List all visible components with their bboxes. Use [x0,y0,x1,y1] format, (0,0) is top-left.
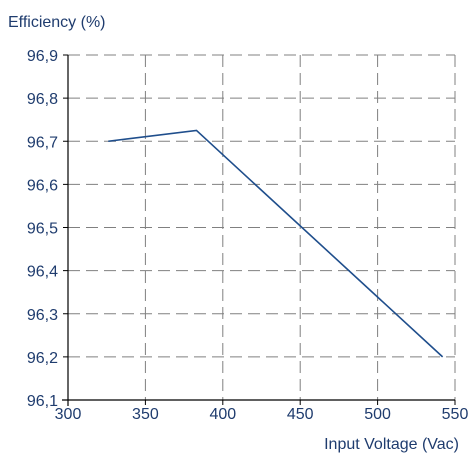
grid [68,54,456,400]
x-tick-label-400: 400 [209,406,236,423]
x-tick-label-550: 550 [442,406,469,423]
x-tick-label-500: 500 [364,406,391,423]
y-axis-title: Efficiency (%) [8,14,106,31]
x-tick-label-450: 450 [287,406,314,423]
y-tick-label-96,6: 96,6 [27,177,58,194]
y-tick-label-96,4: 96,4 [27,264,58,281]
y-tick-label-96,5: 96,5 [27,221,58,238]
y-tick-label-96,8: 96,8 [27,91,58,108]
x-tick-label-300: 300 [55,406,82,423]
y-tick-label-96,2: 96,2 [27,350,58,367]
series-line-0 [108,129,444,358]
y-tick-label-96,1: 96,1 [27,393,58,410]
axes [62,54,456,406]
series-layer [108,129,444,358]
x-tick-label-350: 350 [132,406,159,423]
tick-labels: 300 350 400 450 500 550 96,1 96,2 96,3 96,4 96,5 96… [27,48,469,423]
y-tick-label-96,7: 96,7 [27,134,58,151]
y-tick-label-96,3: 96,3 [27,307,58,324]
y-tick-label-96,9: 96,9 [27,48,58,65]
x-axis-title: Input Voltage (Vac) [324,436,459,453]
